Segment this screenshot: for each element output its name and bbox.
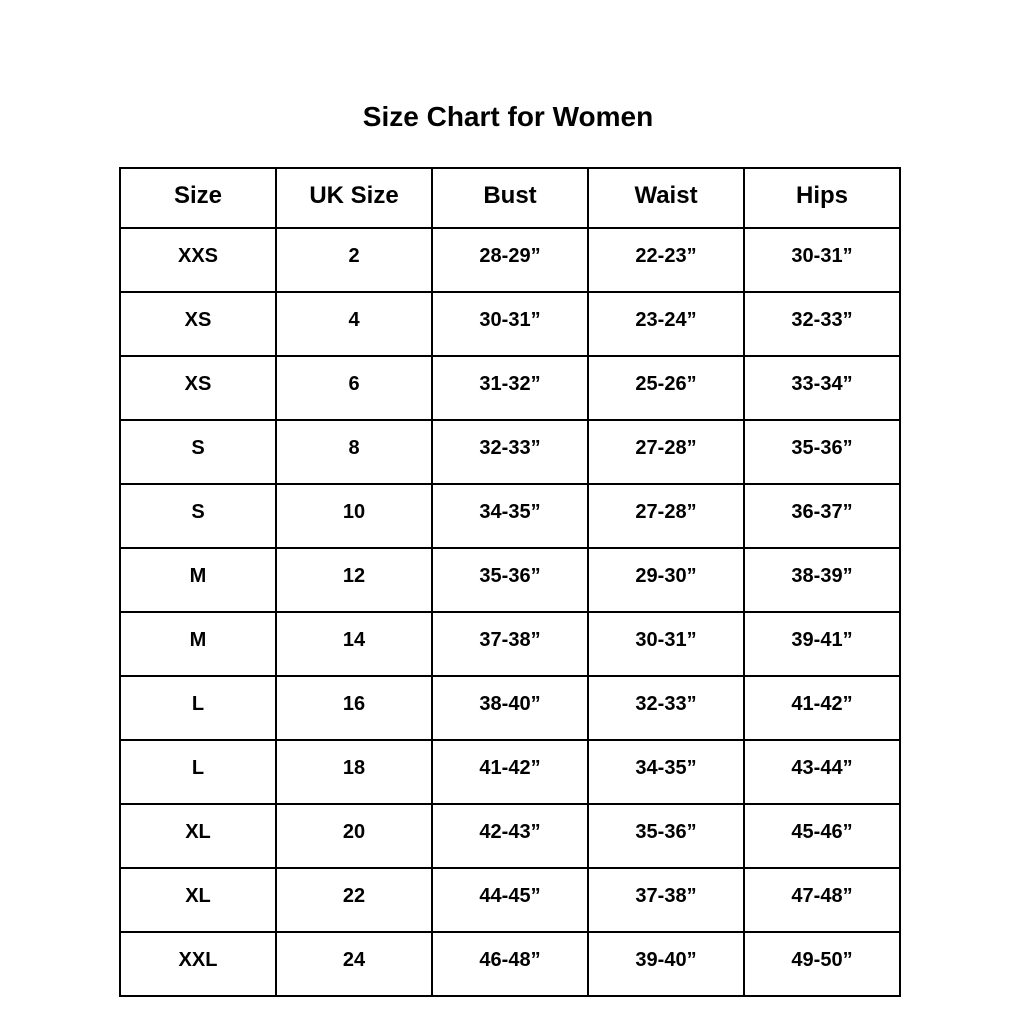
table-row: L 18 41-42” 34-35” 43-44” bbox=[119, 739, 901, 805]
cell-hips: 38-39” bbox=[743, 547, 901, 613]
column-header-waist: Waist bbox=[587, 167, 745, 229]
cell-size: XS bbox=[119, 291, 277, 357]
cell-waist: 23-24” bbox=[587, 291, 745, 357]
cell-uk-size: 6 bbox=[275, 355, 433, 421]
cell-hips: 32-33” bbox=[743, 291, 901, 357]
cell-hips: 41-42” bbox=[743, 675, 901, 741]
cell-size: M bbox=[119, 547, 277, 613]
cell-uk-size: 12 bbox=[275, 547, 433, 613]
cell-bust: 28-29” bbox=[431, 227, 589, 293]
cell-waist: 22-23” bbox=[587, 227, 745, 293]
table-row: M 12 35-36” 29-30” 38-39” bbox=[119, 547, 901, 613]
column-header-bust: Bust bbox=[431, 167, 589, 229]
cell-uk-size: 4 bbox=[275, 291, 433, 357]
cell-hips: 39-41” bbox=[743, 611, 901, 677]
cell-bust: 35-36” bbox=[431, 547, 589, 613]
cell-size: XL bbox=[119, 867, 277, 933]
cell-bust: 30-31” bbox=[431, 291, 589, 357]
table-row: M 14 37-38” 30-31” 39-41” bbox=[119, 611, 901, 677]
cell-uk-size: 10 bbox=[275, 483, 433, 549]
cell-size: XS bbox=[119, 355, 277, 421]
cell-size: XL bbox=[119, 803, 277, 869]
cell-waist: 25-26” bbox=[587, 355, 745, 421]
cell-bust: 46-48” bbox=[431, 931, 589, 997]
cell-size: XXL bbox=[119, 931, 277, 997]
table-row: L 16 38-40” 32-33” 41-42” bbox=[119, 675, 901, 741]
cell-uk-size: 22 bbox=[275, 867, 433, 933]
table-row: S 10 34-35” 27-28” 36-37” bbox=[119, 483, 901, 549]
cell-size: L bbox=[119, 739, 277, 805]
cell-waist: 35-36” bbox=[587, 803, 745, 869]
cell-hips: 49-50” bbox=[743, 931, 901, 997]
cell-waist: 30-31” bbox=[587, 611, 745, 677]
table-row: XXL 24 46-48” 39-40” 49-50” bbox=[119, 931, 901, 997]
cell-uk-size: 16 bbox=[275, 675, 433, 741]
cell-size: S bbox=[119, 483, 277, 549]
cell-waist: 32-33” bbox=[587, 675, 745, 741]
cell-uk-size: 2 bbox=[275, 227, 433, 293]
cell-hips: 47-48” bbox=[743, 867, 901, 933]
cell-uk-size: 24 bbox=[275, 931, 433, 997]
cell-size: S bbox=[119, 419, 277, 485]
table-row: XL 22 44-45” 37-38” 47-48” bbox=[119, 867, 901, 933]
cell-bust: 32-33” bbox=[431, 419, 589, 485]
cell-bust: 42-43” bbox=[431, 803, 589, 869]
cell-uk-size: 20 bbox=[275, 803, 433, 869]
cell-uk-size: 8 bbox=[275, 419, 433, 485]
column-header-size: Size bbox=[119, 167, 277, 229]
cell-bust: 44-45” bbox=[431, 867, 589, 933]
cell-waist: 34-35” bbox=[587, 739, 745, 805]
cell-waist: 37-38” bbox=[587, 867, 745, 933]
cell-hips: 36-37” bbox=[743, 483, 901, 549]
column-header-uk-size: UK Size bbox=[275, 167, 433, 229]
cell-size: XXS bbox=[119, 227, 277, 293]
cell-waist: 39-40” bbox=[587, 931, 745, 997]
cell-uk-size: 14 bbox=[275, 611, 433, 677]
cell-waist: 29-30” bbox=[587, 547, 745, 613]
cell-bust: 41-42” bbox=[431, 739, 589, 805]
column-header-hips: Hips bbox=[743, 167, 901, 229]
table-row: XXS 2 28-29” 22-23” 30-31” bbox=[119, 227, 901, 293]
table-row: XS 6 31-32” 25-26” 33-34” bbox=[119, 355, 901, 421]
cell-bust: 31-32” bbox=[431, 355, 589, 421]
cell-size: M bbox=[119, 611, 277, 677]
table-row: XL 20 42-43” 35-36” 45-46” bbox=[119, 803, 901, 869]
cell-hips: 30-31” bbox=[743, 227, 901, 293]
cell-hips: 45-46” bbox=[743, 803, 901, 869]
size-chart-table: Size UK Size Bust Waist Hips XXS 2 28-29” 22-23… bbox=[119, 167, 901, 997]
cell-hips: 43-44” bbox=[743, 739, 901, 805]
cell-uk-size: 18 bbox=[275, 739, 433, 805]
table-row: S 8 32-33” 27-28” 35-36” bbox=[119, 419, 901, 485]
table-row: XS 4 30-31” 23-24” 32-33” bbox=[119, 291, 901, 357]
page-title: Size Chart for Women bbox=[362, 101, 654, 132]
cell-bust: 38-40” bbox=[431, 675, 589, 741]
cell-hips: 35-36” bbox=[743, 419, 901, 485]
cell-waist: 27-28” bbox=[587, 483, 745, 549]
cell-waist: 27-28” bbox=[587, 419, 745, 485]
table-header-row: Size UK Size Bust Waist Hips bbox=[119, 167, 901, 229]
cell-hips: 33-34” bbox=[743, 355, 901, 421]
cell-size: L bbox=[119, 675, 277, 741]
cell-bust: 37-38” bbox=[431, 611, 589, 677]
cell-bust: 34-35” bbox=[431, 483, 589, 549]
